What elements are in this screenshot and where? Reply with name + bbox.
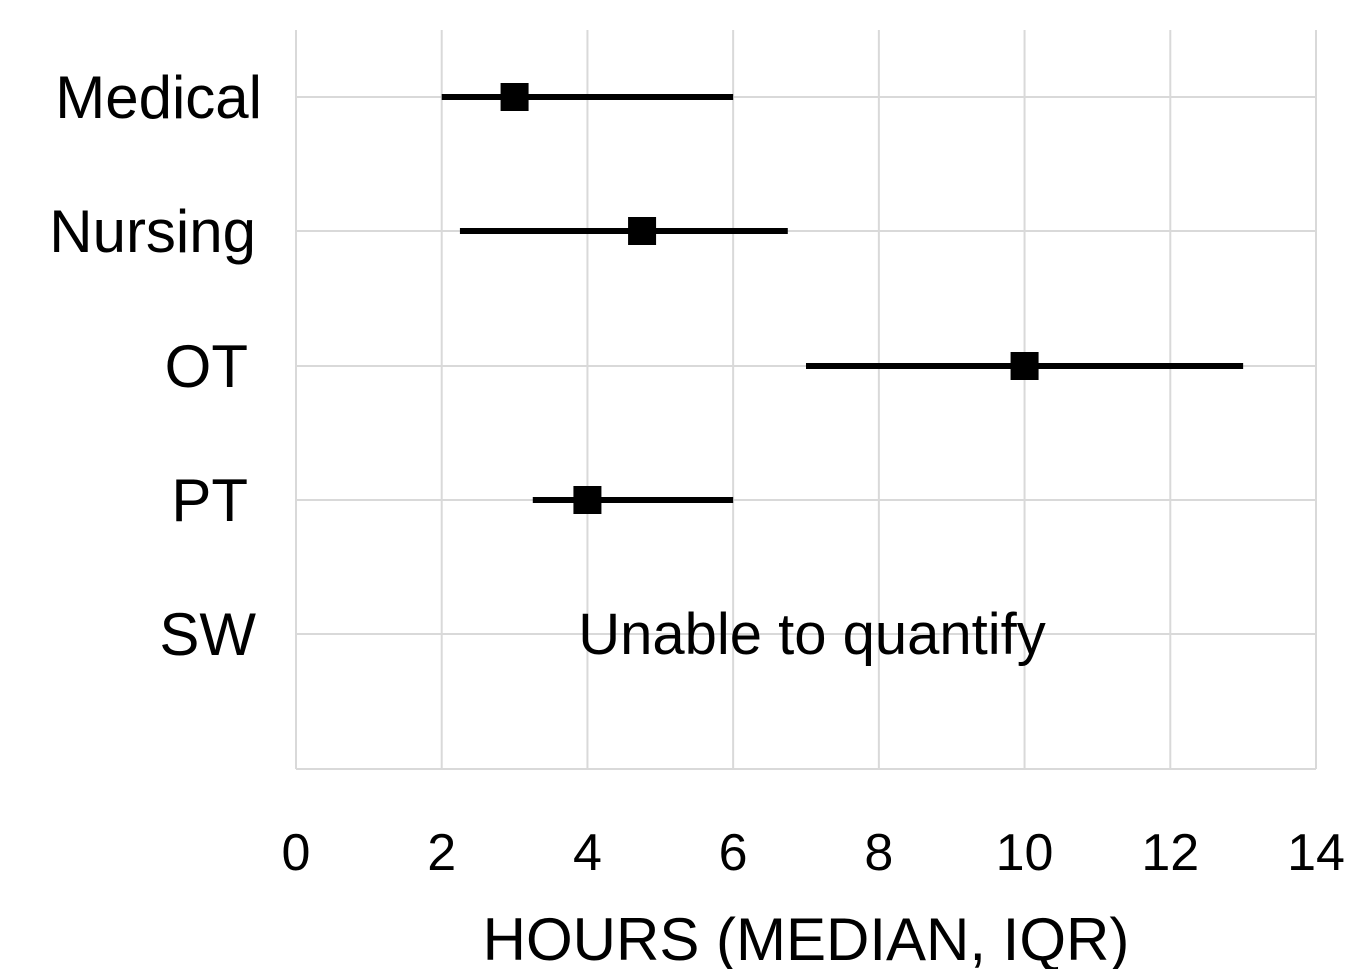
iqr-bars — [441, 94, 1244, 503]
category-label: Nursing — [49, 198, 256, 265]
median-marker — [1010, 352, 1039, 380]
grid-layer — [295, 30, 1317, 770]
x-tick-label: 12 — [1141, 824, 1199, 882]
category-label: SW — [159, 601, 256, 668]
annotation-label: Unable to quantify — [578, 602, 1046, 667]
median-marker — [500, 83, 529, 111]
annotations: Unable to quantify — [578, 602, 1046, 667]
category-labels: Medical Nursing OT PT SW — [49, 64, 262, 668]
x-tick-label: 10 — [996, 824, 1054, 882]
x-tick-label: 8 — [864, 824, 893, 882]
x-tick-label: 0 — [282, 824, 311, 882]
x-tick-label: 6 — [719, 824, 748, 882]
x-tick-labels: 0 2 4 6 8 10 12 14 — [282, 824, 1345, 882]
median-markers — [500, 83, 1039, 514]
x-tick-label: 4 — [573, 824, 602, 882]
x-axis-title: HOURS (MEDIAN, IQR) — [483, 906, 1130, 969]
median-marker — [628, 217, 657, 245]
category-label: PT — [171, 467, 248, 534]
x-tick-label: 14 — [1287, 824, 1345, 882]
category-label: OT — [165, 333, 248, 400]
category-label: Medical — [55, 64, 262, 131]
median-marker — [573, 486, 602, 514]
x-tick-label: 2 — [427, 824, 456, 882]
